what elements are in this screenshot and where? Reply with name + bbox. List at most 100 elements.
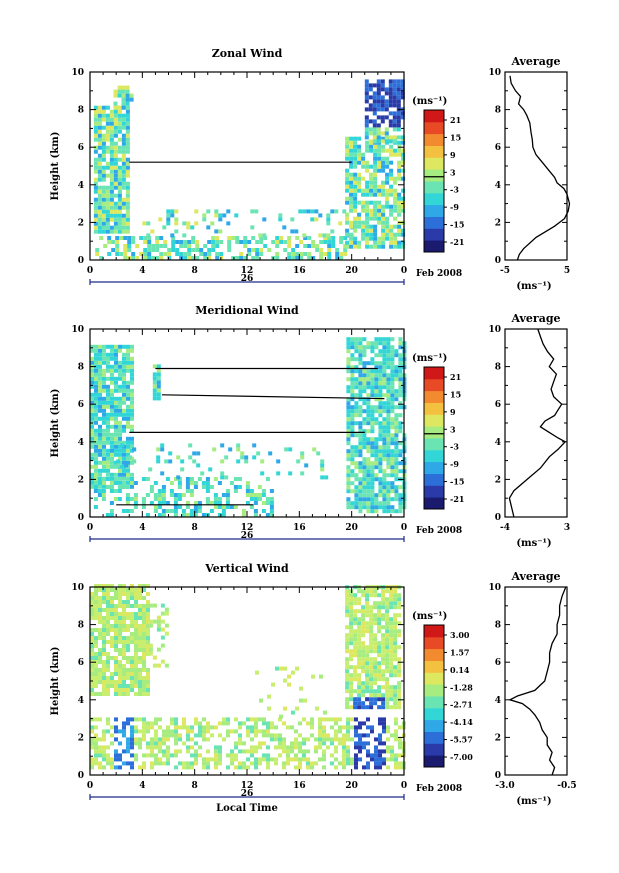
field-cell xyxy=(346,357,351,362)
field-cell xyxy=(254,749,258,754)
field-cell xyxy=(121,85,126,90)
field-cell xyxy=(327,248,332,252)
field-cell xyxy=(218,733,222,738)
x-tick-label: 4 xyxy=(139,523,145,533)
field-cell xyxy=(109,137,114,142)
field-cell xyxy=(389,208,394,213)
field-cell xyxy=(398,353,403,358)
field-cell xyxy=(190,745,194,750)
field-cell xyxy=(366,417,371,422)
field-cell xyxy=(378,393,383,398)
field-cell xyxy=(97,125,102,130)
field-cell xyxy=(237,477,242,481)
colorbar-segment xyxy=(424,473,444,486)
field-cell xyxy=(130,616,134,620)
field-cell xyxy=(386,373,391,378)
field-cell xyxy=(275,236,280,240)
field-cell xyxy=(130,632,134,636)
field-cell xyxy=(205,481,210,485)
field-cell xyxy=(349,152,354,157)
field-cell xyxy=(373,693,378,698)
field-cell xyxy=(330,725,334,730)
field-cell xyxy=(365,649,370,654)
field-cell xyxy=(373,613,378,618)
field-cell xyxy=(380,107,385,112)
field-cell xyxy=(369,164,374,169)
field-cell xyxy=(374,445,379,450)
field-cell xyxy=(106,620,110,624)
field-cell xyxy=(117,213,122,218)
field-cell xyxy=(373,605,378,610)
field-cell xyxy=(349,224,354,229)
field-cell xyxy=(118,480,122,485)
field-cell xyxy=(125,85,130,90)
field-cell xyxy=(109,501,114,505)
field-cell xyxy=(130,604,134,608)
field-cell xyxy=(350,505,355,510)
field-cell xyxy=(386,461,391,466)
field-cell xyxy=(345,216,350,221)
field-cell xyxy=(138,745,142,750)
field-cell xyxy=(226,209,231,214)
field-cell xyxy=(361,653,366,658)
field-cell xyxy=(382,445,387,450)
field-cell xyxy=(381,192,386,197)
field-cell xyxy=(254,717,258,722)
field-cell xyxy=(126,356,130,361)
field-cell xyxy=(358,505,363,510)
field-cell xyxy=(98,452,102,457)
field-cell xyxy=(167,248,172,252)
field-cell xyxy=(94,468,98,473)
field-cell xyxy=(214,765,218,770)
field-cell xyxy=(182,233,187,238)
field-cell xyxy=(135,256,140,260)
field-cell xyxy=(94,616,98,620)
colorbar-tick-label: 0.14 xyxy=(450,665,470,675)
field-cell xyxy=(110,684,114,688)
field-cell xyxy=(101,213,106,218)
field-cell xyxy=(125,137,130,142)
field-cell xyxy=(94,745,98,750)
field-cell xyxy=(372,103,377,108)
field-cell xyxy=(98,652,102,656)
field-cell xyxy=(98,660,102,664)
field-cell xyxy=(349,641,354,646)
field-cell xyxy=(114,684,118,688)
field-cell xyxy=(213,477,218,481)
field-cell xyxy=(165,501,170,505)
field-cell xyxy=(169,481,174,485)
field-cell xyxy=(361,156,366,161)
field-cell xyxy=(354,405,359,410)
field-cell xyxy=(398,725,402,730)
field-cell xyxy=(291,252,296,256)
field-cell xyxy=(390,377,395,382)
field-cell xyxy=(162,729,166,734)
field-cell xyxy=(93,137,98,142)
field-cell xyxy=(90,480,94,485)
field-cell xyxy=(349,148,354,153)
field-cell xyxy=(365,677,370,682)
field-cell xyxy=(146,616,150,620)
field-cell xyxy=(362,457,367,462)
field-cell xyxy=(130,596,134,600)
field-cell xyxy=(106,680,110,684)
field-cell xyxy=(353,228,358,233)
field-cell xyxy=(102,745,106,750)
field-cell xyxy=(389,673,394,678)
field-cell xyxy=(213,497,218,501)
field-cell xyxy=(121,169,126,174)
field-cell xyxy=(378,337,383,342)
field-cell xyxy=(381,168,386,173)
field-cell xyxy=(354,741,358,746)
field-cell xyxy=(353,160,358,165)
field-cell xyxy=(390,749,394,754)
field-cell xyxy=(202,737,206,742)
field-cell xyxy=(295,236,300,240)
field-cell xyxy=(270,725,274,730)
field-cell xyxy=(93,161,98,166)
field-cell xyxy=(94,456,98,461)
field-cell xyxy=(286,761,290,766)
field-cell xyxy=(106,761,110,766)
field-cell xyxy=(114,388,118,393)
field-cell xyxy=(366,501,371,506)
